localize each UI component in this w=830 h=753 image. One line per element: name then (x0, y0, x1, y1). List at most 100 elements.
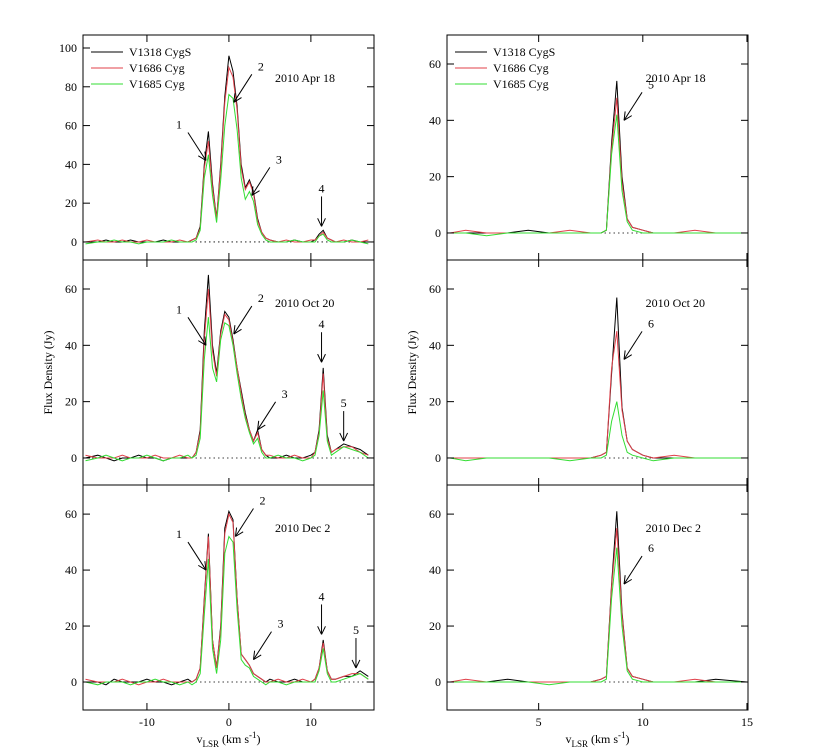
y-tick-label: 40 (65, 563, 77, 577)
y-tick-label: 20 (429, 395, 441, 409)
x-axis-label-part: v (196, 732, 202, 746)
annotation-label: 2 (258, 291, 264, 305)
y-tick-label: 40 (65, 338, 77, 352)
arrow-head (257, 424, 266, 431)
arrow-head (251, 186, 254, 196)
arrow-head (317, 218, 322, 227)
spectrum-line (85, 535, 369, 686)
y-axis-label: Flux Density (Jy) (405, 330, 419, 414)
y-tick-label: 60 (429, 57, 441, 71)
spectrum-line (450, 547, 747, 686)
panel: 0 20 40 60 -10 0 10 2010 Dec 2 1 2 3 4 5 vLSR (km s-1… (65, 484, 375, 749)
annotation-label: 4 (319, 181, 325, 195)
arrow-head (233, 97, 242, 103)
arrow-head (234, 527, 238, 537)
annotation-label: 6 (648, 316, 654, 330)
y-tick-label: 0 (435, 226, 441, 240)
x-axis-label-part: -1 (249, 730, 257, 740)
arrow-head (321, 218, 326, 227)
plot-frame (446, 259, 749, 486)
y-tick-label: 20 (65, 619, 77, 633)
y-tick-label: 40 (65, 157, 77, 171)
legend-label: V1685 Cyg (129, 77, 185, 91)
arrow-head (321, 353, 326, 363)
x-axis-label-part: ) (626, 732, 630, 746)
arrow-head (623, 354, 632, 360)
x-tick-label: 10 (305, 715, 317, 729)
y-tick-label: 0 (435, 451, 441, 465)
arrow-head (351, 659, 357, 669)
legend-label: V1318 CygS (129, 45, 191, 59)
arrow-head (623, 350, 626, 360)
y-tick-label: 20 (65, 395, 77, 409)
annotation-label: 1 (176, 117, 182, 131)
x-tick-label: 0 (226, 715, 232, 729)
legend-label: V1686 Cyg (493, 61, 549, 75)
x-tick-label: 15 (741, 715, 753, 729)
arrow-head (198, 155, 207, 161)
arrow-head (233, 325, 236, 335)
arrow-head (339, 432, 345, 442)
annotation-arrow (251, 167, 271, 196)
annotation-label: 1 (176, 527, 182, 541)
annotation-arrow (253, 631, 272, 660)
legend-label: V1318 CygS (493, 45, 555, 59)
y-tick-label: 20 (429, 170, 441, 184)
annotation-arrow (187, 132, 207, 161)
y-tick-label: 40 (429, 113, 441, 127)
y-tick-label: 20 (65, 196, 77, 210)
arrow-head (317, 353, 322, 363)
arrow-head (253, 654, 262, 661)
panel-label: 2010 Apr 18 (275, 71, 335, 85)
y-tick-label: 80 (65, 80, 77, 94)
legend-label: V1686 Cyg (129, 61, 185, 75)
spectrum-line (85, 93, 369, 245)
y-tick-label: 40 (429, 338, 441, 352)
x-axis-label-part: (km s (588, 732, 618, 746)
spectrum-line (85, 512, 369, 686)
x-tick-label: 5 (536, 715, 542, 729)
x-axis-label-part: ) (257, 732, 261, 746)
annotation-label: 5 (353, 623, 359, 637)
annotation-label: 1 (176, 302, 182, 316)
arrow-head (623, 115, 632, 121)
spectrum-line (450, 528, 747, 683)
x-axis-label: vLSR (km s-1) (196, 730, 260, 748)
panel: 0 20 40 60 80 100 2010 Apr 18 V1318 CygS V1686 C… (59, 34, 375, 261)
arrow-head (257, 420, 260, 430)
spectrum-line (450, 80, 747, 234)
annotation-label: 3 (278, 617, 284, 631)
annotation-label: 3 (276, 152, 282, 166)
annotation-label: 2 (258, 59, 264, 73)
panel: 0 20 40 60 2010 Oct 20 1 2 3 4 5 Flux Density (Jy) (41, 259, 375, 486)
arrow-head (251, 190, 260, 196)
annotation-arrow (233, 74, 253, 103)
y-tick-label: 60 (429, 282, 441, 296)
annotation-label: 4 (319, 589, 325, 603)
y-tick-label: 40 (429, 563, 441, 577)
annotation-arrow (187, 317, 207, 346)
annotation-arrow (257, 401, 277, 431)
x-tick-label: -10 (139, 715, 155, 729)
y-tick-label: 0 (71, 235, 77, 249)
arrow-head (204, 151, 207, 161)
arrow-head (623, 578, 632, 585)
panel-label: 2010 Dec 2 (646, 521, 701, 535)
annotation-label: 6 (648, 541, 654, 555)
panel-label: 2010 Apr 18 (646, 71, 706, 85)
y-tick-label: 100 (59, 41, 77, 55)
arrow-head (198, 564, 207, 571)
x-tick-label: 10 (637, 715, 649, 729)
annotation-label: 5 (341, 396, 347, 410)
annotation-label: 2 (259, 493, 265, 507)
spectrum-line (450, 97, 747, 234)
y-tick-label: 60 (65, 119, 77, 133)
x-axis-label-part: LSR (571, 739, 588, 748)
panel-label: 2010 Dec 2 (275, 521, 330, 535)
panel: 0 20 40 60 2010 Apr 18 V1318 CygS V1686 Cyg V16… (429, 34, 749, 261)
arrow-head (253, 650, 256, 660)
spectrum-line (85, 317, 369, 462)
annotation-label: 3 (282, 387, 288, 401)
y-tick-label: 0 (71, 451, 77, 465)
